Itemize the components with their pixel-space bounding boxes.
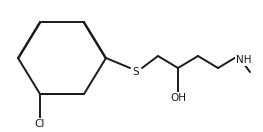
Text: Cl: Cl — [35, 119, 45, 129]
Text: OH: OH — [170, 93, 186, 103]
Text: S: S — [133, 67, 139, 77]
Text: NH: NH — [236, 55, 252, 65]
